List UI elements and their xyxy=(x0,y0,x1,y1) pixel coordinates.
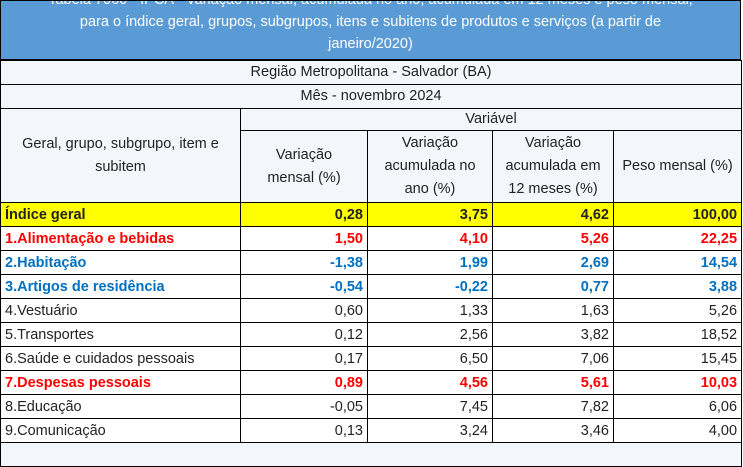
category-cell: 5.Transportes xyxy=(0,322,241,347)
category-cell: 8.Educação xyxy=(0,394,241,419)
title-line: janeiro/2020) xyxy=(328,36,413,52)
table-row: 3.Artigos de residência -0,54 -0,22 0,77 3,8… xyxy=(0,274,743,299)
ytd-cell: 1,99 xyxy=(367,250,493,275)
twelve-month-cell: 5,61 xyxy=(492,370,614,395)
table-row: 9.Comunicação 0,13 3,24 3,46 4,00 xyxy=(0,418,743,443)
monthly-cell: 1,50 xyxy=(240,226,368,251)
weight-cell: 6,06 xyxy=(612,394,743,419)
weight-cell: 4,00 xyxy=(612,418,743,443)
weight-cell: 18,52 xyxy=(612,322,743,347)
weight-cell: 10,03 xyxy=(612,370,743,395)
title-line: Tabela 7060 - IPCA - Variação mensal, ac… xyxy=(48,0,693,8)
table-row: 8.Educação -0,05 7,45 7,82 6,06 xyxy=(0,394,743,419)
title-line: para o índice geral, grupos, subgrupos, … xyxy=(79,14,662,30)
category-cell: 4.Vestuário xyxy=(0,298,241,323)
category-cell: 6.Saúde e cuidados pessoais xyxy=(0,346,241,371)
weight-column-header: Peso mensal (%) xyxy=(612,130,743,203)
table-title: Tabela 7060 - IPCA - Variação mensal, ac… xyxy=(0,0,741,60)
table-row: Índice geral 0,28 3,75 4,62 100,00 xyxy=(0,202,743,227)
monthly-cell: -1,38 xyxy=(240,250,368,275)
category-column-header: Geral, grupo, subgrupo, item e subitem xyxy=(0,108,241,203)
twelve-month-cell: 4,62 xyxy=(492,202,614,227)
monthly-column-header: Variação mensal (%) xyxy=(240,130,368,203)
table-row xyxy=(0,442,743,467)
weight-cell: 15,45 xyxy=(612,346,743,371)
category-cell: 2.Habitação xyxy=(0,250,241,275)
monthly-cell: 0,89 xyxy=(240,370,368,395)
twelve-month-cell: 3,82 xyxy=(492,322,614,347)
twelve-month-cell: 7,06 xyxy=(492,346,614,371)
table-row: 6.Saúde e cuidados pessoais 0,17 6,50 7,06 1… xyxy=(0,346,743,371)
twelve-month-column-header: Variação acumulada em 12 meses (%) xyxy=(492,130,614,203)
category-cell: Índice geral xyxy=(0,202,241,227)
weight-cell: 3,88 xyxy=(612,274,743,299)
category-cell: 9.Comunicação xyxy=(0,418,241,443)
ytd-cell: 3,24 xyxy=(367,418,493,443)
monthly-cell: 0,17 xyxy=(240,346,368,371)
monthly-cell: 0,28 xyxy=(240,202,368,227)
ytd-cell: 2,56 xyxy=(367,322,493,347)
ytd-cell: 7,45 xyxy=(367,394,493,419)
monthly-cell: 0,60 xyxy=(240,298,368,323)
twelve-month-cell: 7,82 xyxy=(492,394,614,419)
monthly-cell: 0,13 xyxy=(240,418,368,443)
category-cell: 1.Alimentação e bebidas xyxy=(0,226,241,251)
table-row: 2.Habitação -1,38 1,99 2,69 14,54 xyxy=(0,250,743,275)
variable-header: Variável xyxy=(239,108,743,131)
table-row: 1.Alimentação e bebidas 1,50 4,10 5,26 22,25 xyxy=(0,226,743,251)
table-row: 5.Transportes 0,12 2,56 3,82 18,52 xyxy=(0,322,743,347)
twelve-month-cell: 5,26 xyxy=(492,226,614,251)
category-cell: 7.Despesas pessoais xyxy=(0,370,241,395)
monthly-cell: -0,54 xyxy=(240,274,368,299)
weight-cell: 22,25 xyxy=(612,226,743,251)
monthly-cell: -0,05 xyxy=(240,394,368,419)
ytd-cell: 3,75 xyxy=(367,202,493,227)
monthly-cell: 0,12 xyxy=(240,322,368,347)
ipca-table: Região Metropolitana - Salvador (BA) Mês… xyxy=(0,60,743,467)
ytd-cell: 1,33 xyxy=(367,298,493,323)
weight-cell: 100,00 xyxy=(612,202,743,227)
region-header: Região Metropolitana - Salvador (BA) xyxy=(0,60,743,85)
weight-cell: 14,54 xyxy=(612,250,743,275)
month-header: Mês - novembro 2024 xyxy=(0,84,743,109)
twelve-month-cell: 2,69 xyxy=(492,250,614,275)
weight-cell: 5,26 xyxy=(612,298,743,323)
category-cell: 3.Artigos de residência xyxy=(0,274,241,299)
trailing-row xyxy=(0,442,743,467)
ytd-cell: -0,22 xyxy=(367,274,493,299)
ytd-cell: 4,56 xyxy=(367,370,493,395)
ytd-cell: 6,50 xyxy=(367,346,493,371)
ytd-cell: 4,10 xyxy=(367,226,493,251)
twelve-month-cell: 0,77 xyxy=(492,274,614,299)
ytd-column-header: Variação acumulada no ano (%) xyxy=(367,130,493,203)
table-row: 4.Vestuário 0,60 1,33 1,63 5,26 xyxy=(0,298,743,323)
table-row: 7.Despesas pessoais 0,89 4,56 5,61 10,03 xyxy=(0,370,743,395)
twelve-month-cell: 3,46 xyxy=(492,418,614,443)
twelve-month-cell: 1,63 xyxy=(492,298,614,323)
